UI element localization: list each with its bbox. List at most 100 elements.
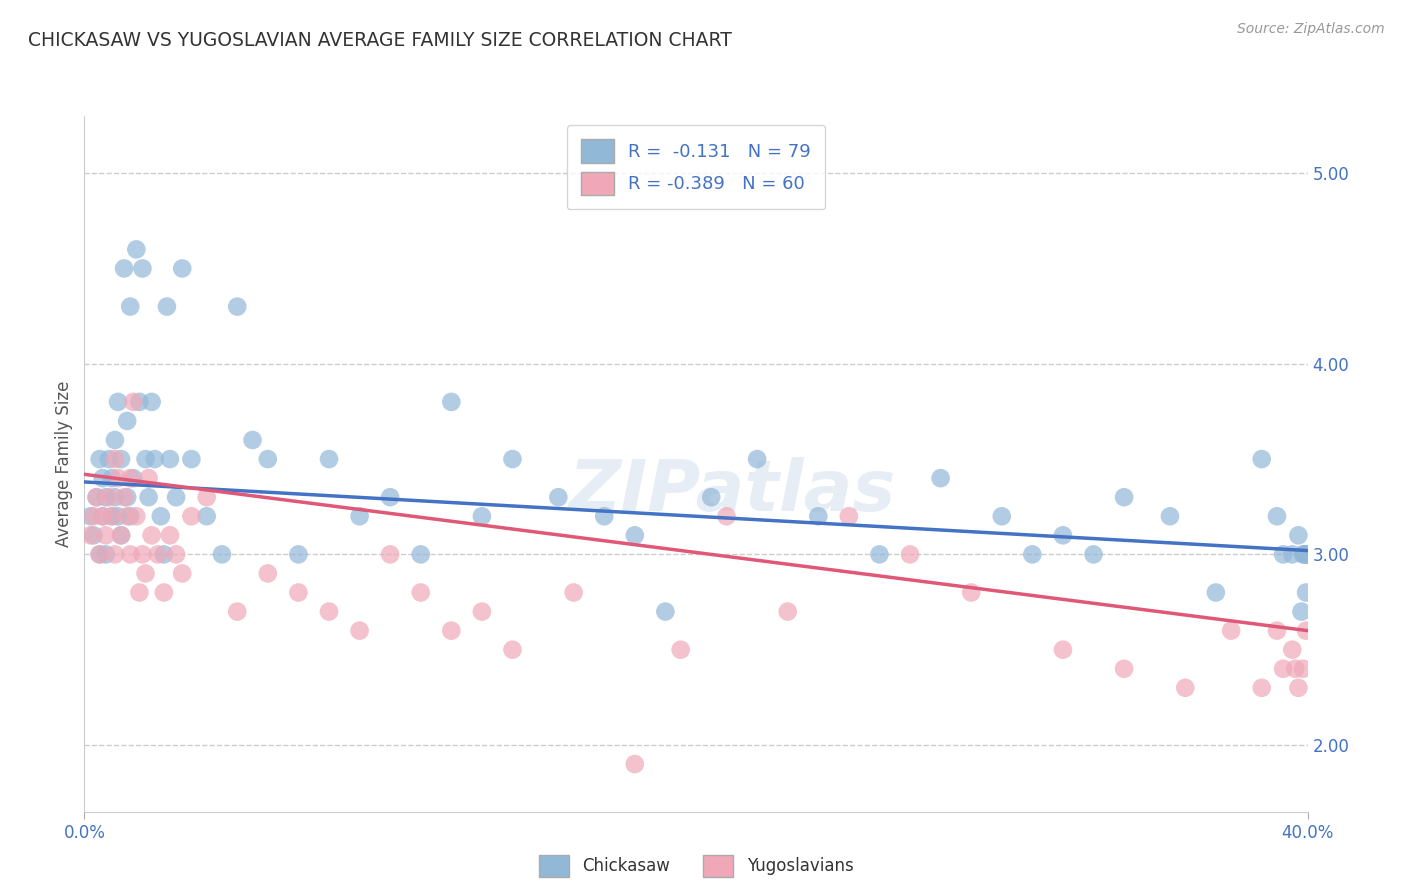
- Text: ZIPatlas: ZIPatlas: [569, 458, 897, 526]
- Point: [107, 471, 129, 485]
- Point: [86, 490, 108, 504]
- Point: [1052, 642, 1074, 657]
- Point: [112, 261, 135, 276]
- Point: [242, 433, 264, 447]
- Point: [1265, 509, 1288, 524]
- Point: [838, 509, 860, 524]
- Point: [654, 605, 676, 619]
- Point: [131, 548, 153, 562]
- Point: [101, 509, 124, 524]
- Point: [94, 548, 117, 562]
- Point: [107, 509, 129, 524]
- Point: [146, 548, 169, 562]
- Point: [960, 585, 983, 599]
- Point: [143, 452, 166, 467]
- Point: [226, 605, 249, 619]
- Point: [1220, 624, 1243, 638]
- Point: [380, 548, 402, 562]
- Point: [1159, 509, 1181, 524]
- Point: [1205, 585, 1227, 599]
- Point: [110, 528, 132, 542]
- Point: [141, 528, 163, 542]
- Point: [669, 642, 692, 657]
- Point: [120, 471, 142, 485]
- Point: [180, 452, 202, 467]
- Point: [128, 395, 150, 409]
- Point: [97, 490, 120, 504]
- Point: [172, 566, 194, 581]
- Point: [700, 490, 723, 504]
- Point: [115, 509, 138, 524]
- Point: [471, 509, 494, 524]
- Point: [83, 509, 105, 524]
- Point: [624, 528, 647, 542]
- Point: [409, 548, 432, 562]
- Point: [409, 585, 432, 599]
- Point: [1281, 642, 1303, 657]
- Point: [101, 509, 124, 524]
- Point: [807, 509, 830, 524]
- Text: Source: ZipAtlas.com: Source: ZipAtlas.com: [1237, 22, 1385, 37]
- Point: [156, 300, 179, 314]
- Point: [79, 528, 101, 542]
- Point: [172, 261, 194, 276]
- Point: [125, 243, 148, 257]
- Point: [1250, 681, 1272, 695]
- Point: [1292, 662, 1315, 676]
- Point: [125, 509, 148, 524]
- Point: [380, 490, 402, 504]
- Point: [1294, 548, 1316, 562]
- Point: [83, 528, 105, 542]
- Point: [287, 548, 309, 562]
- Point: [226, 300, 249, 314]
- Point: [89, 548, 111, 562]
- Point: [159, 528, 181, 542]
- Point: [1281, 548, 1303, 562]
- Point: [112, 490, 135, 504]
- Point: [180, 509, 202, 524]
- Point: [547, 490, 569, 504]
- Point: [929, 471, 952, 485]
- Point: [562, 585, 585, 599]
- Point: [159, 452, 181, 467]
- Point: [1272, 548, 1295, 562]
- Point: [471, 605, 494, 619]
- Point: [898, 548, 921, 562]
- Point: [1272, 662, 1295, 676]
- Point: [135, 452, 157, 467]
- Point: [107, 395, 129, 409]
- Point: [440, 395, 463, 409]
- Point: [1295, 548, 1317, 562]
- Point: [1292, 548, 1315, 562]
- Point: [104, 548, 127, 562]
- Point: [122, 395, 145, 409]
- Point: [141, 395, 163, 409]
- Point: [624, 757, 647, 772]
- Point: [1174, 681, 1197, 695]
- Point: [131, 261, 153, 276]
- Point: [257, 452, 280, 467]
- Point: [1294, 548, 1316, 562]
- Point: [91, 471, 114, 485]
- Point: [1291, 605, 1313, 619]
- Point: [138, 471, 160, 485]
- Point: [716, 509, 738, 524]
- Point: [318, 605, 340, 619]
- Point: [120, 300, 142, 314]
- Point: [138, 490, 160, 504]
- Point: [115, 490, 138, 504]
- Point: [120, 509, 142, 524]
- Point: [195, 509, 218, 524]
- Point: [89, 548, 111, 562]
- Y-axis label: Average Family Size: Average Family Size: [55, 381, 73, 547]
- Point: [211, 548, 233, 562]
- Point: [440, 624, 463, 638]
- Point: [79, 509, 101, 524]
- Point: [195, 490, 218, 504]
- Point: [502, 642, 524, 657]
- Point: [747, 452, 769, 467]
- Point: [94, 490, 117, 504]
- Point: [91, 509, 114, 524]
- Point: [110, 452, 132, 467]
- Point: [257, 566, 280, 581]
